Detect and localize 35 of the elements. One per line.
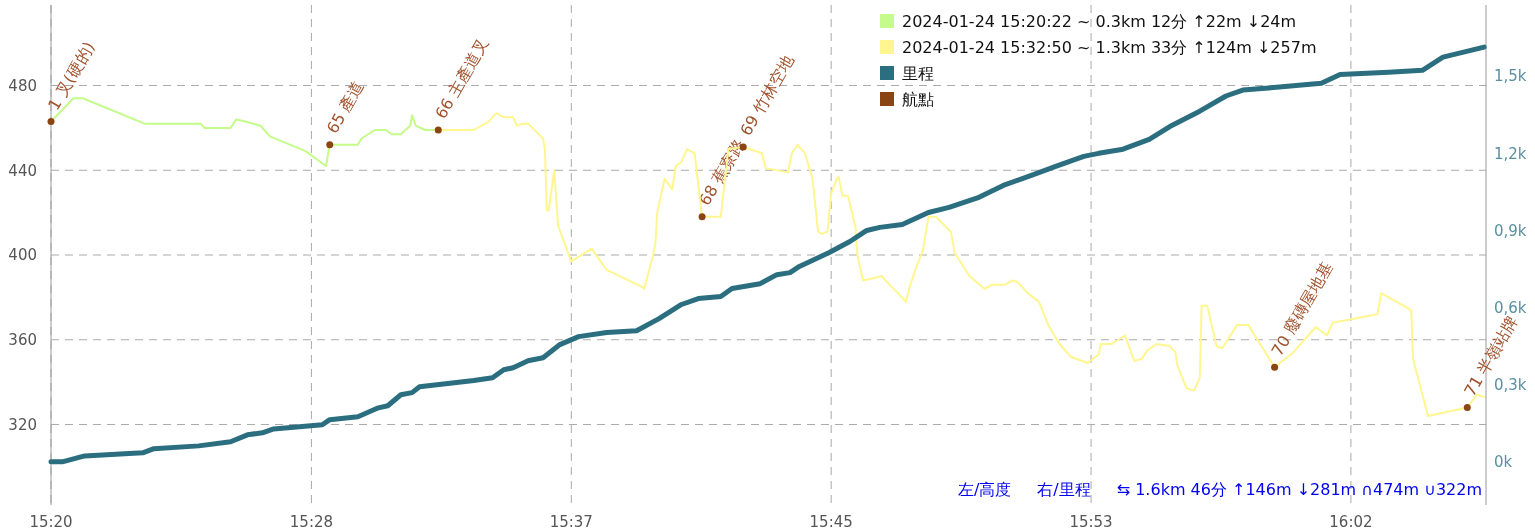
x-tick-label: 15:45 [809,513,853,530]
point [434,126,442,134]
legend-label: 2024-01-24 15:32:50 ~ 1.3km 33分 ↑124m ↓257m [902,37,1317,57]
y2-tick-label: 0,9k [1494,221,1527,240]
y-tick-label: 400 [8,246,37,265]
y2-tick-label: 1,2k [1494,144,1527,163]
annotation: 右/里程 [1037,480,1091,499]
point [47,118,55,126]
y2-tick-label: 0,3k [1494,375,1527,394]
annotation: 1 叉(硬的) [44,38,99,114]
x-tick-label: 15:28 [289,513,334,530]
annotation: 69 竹林空地 [736,51,798,139]
legend-label: 2024-01-24 15:20:22 ~ 0.3km 12分 ↑22m ↓24m [902,11,1297,31]
point [326,141,334,149]
y-tick-label: 320 [8,415,37,434]
point [1463,404,1471,412]
annotation: 左/高度 [957,480,1012,499]
legend-label: 航點 [902,89,934,109]
x-tick-label: 15:37 [549,513,593,530]
x-tick-label: 15:20 [29,513,73,530]
legend-label: 里程 [902,63,934,83]
y2-tick-label: 1,5k [1494,67,1527,86]
annotation: 66 主產道叉 [431,35,493,122]
annotation: 70 廢磚屋地基 [1267,258,1337,360]
point [1271,363,1279,371]
y-tick-label: 360 [8,331,37,349]
point [698,213,706,221]
y-tick-label: 440 [8,161,37,180]
x-tick-label: 15:53 [1069,513,1113,530]
annotation: ⇆ 1.6km 46分 ↑146m ↓281m ∩474m ∪322m [1116,480,1482,499]
x-tick-label: 16:02 [1329,513,1373,530]
y2-tick-label: 0k [1494,453,1513,472]
y2-tick-label: 0,6k [1494,298,1527,317]
y-tick-label: 480 [8,76,37,95]
annotation: 65 產道 [322,77,368,137]
